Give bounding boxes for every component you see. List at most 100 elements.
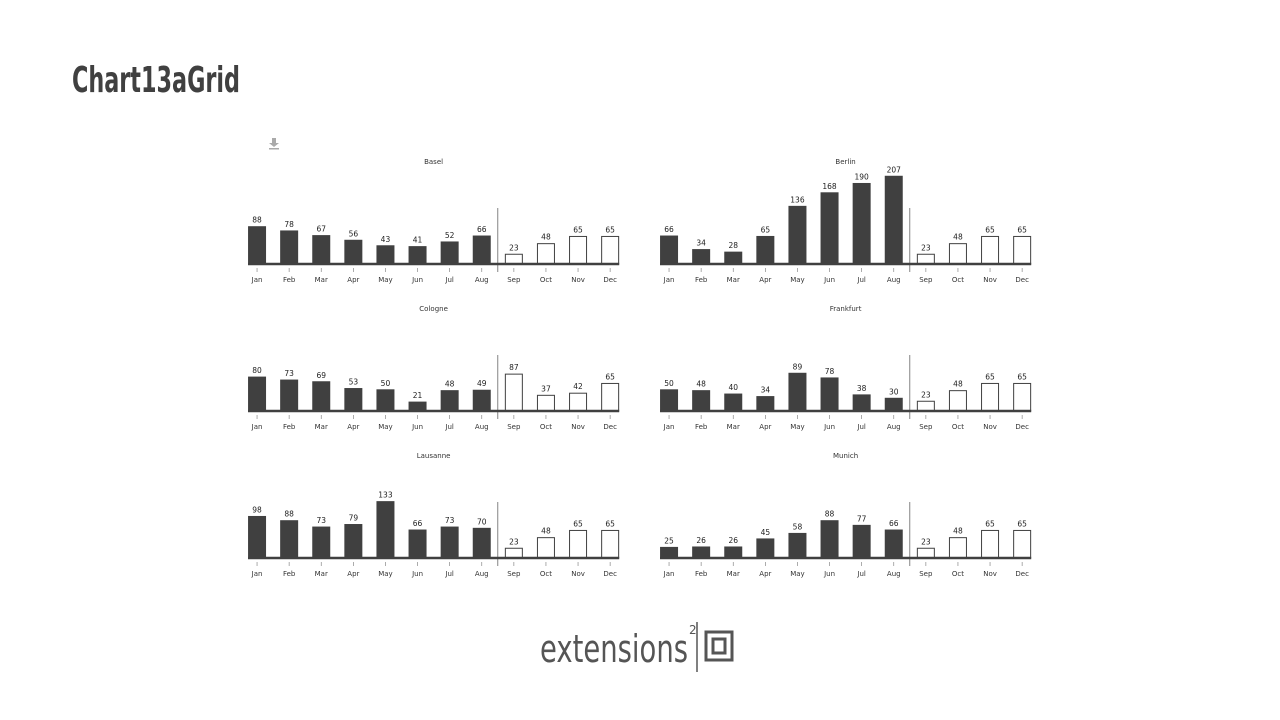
value-label: 26 [696,536,706,545]
bar [724,546,743,559]
value-label: 56 [349,229,359,238]
value-label: 65 [573,519,583,528]
bar [724,251,743,265]
bar [884,175,903,265]
bar [916,400,935,412]
bar [536,537,555,559]
value-label: 69 [316,371,326,380]
x-tick-label: Mar [727,276,740,284]
value-label: 42 [573,382,583,391]
x-tick-label: May [378,423,392,431]
value-label: 66 [477,225,487,234]
x-tick-label: Mar [315,276,328,284]
bar [601,529,620,559]
x-tick-label: Mar [315,570,328,578]
value-label: 88 [252,216,262,225]
x-tick-label: Feb [695,276,708,284]
bar [981,382,1000,412]
x-tick-label: Jun [411,570,423,578]
value-label: 65 [605,225,615,234]
x-tick-label: Sep [507,276,521,284]
x-tick-label: Dec [603,423,617,431]
value-label: 190 [854,172,869,181]
x-tick-label: Mar [727,423,740,431]
bar [408,529,427,559]
x-tick-label: Aug [887,423,901,431]
value-label: 65 [985,519,995,528]
value-label: 65 [1017,372,1027,381]
bar [981,235,1000,265]
bar [408,246,427,265]
bar [660,546,679,559]
value-label: 49 [477,379,487,388]
bar [312,235,331,265]
value-label: 87 [509,363,519,372]
chart-title: Munich [833,452,858,460]
bar [504,373,523,412]
bar [981,529,1000,559]
bar [1013,235,1032,265]
value-label: 70 [477,517,487,526]
value-label: 25 [664,536,674,545]
x-tick-label: Jun [823,423,835,431]
value-label: 88 [284,510,294,519]
x-tick-label: May [790,423,804,431]
value-label: 73 [316,516,326,525]
bar [852,182,871,265]
x-tick-label: Sep [507,570,521,578]
bar [852,394,871,412]
chart-title: Berlin [835,158,855,166]
value-label: 48 [541,233,551,242]
x-tick-label: Sep [919,423,933,431]
value-label: 48 [953,380,963,389]
value-label: 66 [664,225,674,234]
bar [376,389,395,412]
bar [248,376,267,412]
value-label: 48 [696,380,706,389]
bar [504,253,523,265]
value-label: 89 [793,362,803,371]
value-label: 78 [825,367,835,376]
bar [344,388,363,412]
bar [884,397,903,412]
bar [788,532,807,559]
x-tick-label: Nov [983,423,997,431]
bar [852,524,871,559]
value-label: 58 [793,522,803,531]
value-label: 65 [985,372,995,381]
x-tick-label: Mar [727,570,740,578]
download-icon[interactable] [269,138,279,150]
value-label: 65 [605,372,615,381]
bar [248,226,267,265]
bar [1013,529,1032,559]
bar [472,235,491,265]
x-tick-label: Feb [695,570,708,578]
bar [601,235,620,265]
bar [280,230,299,265]
bar [948,390,967,412]
x-tick-label: May [790,570,804,578]
value-label: 66 [413,519,423,528]
bar [1013,382,1032,412]
x-tick-label: Sep [919,570,933,578]
x-tick-label: Apr [347,423,359,431]
x-tick-label: Apr [759,276,771,284]
value-label: 40 [728,383,738,392]
value-label: 65 [761,225,771,234]
bar [376,245,395,265]
x-tick-label: Dec [603,276,617,284]
bar [820,192,839,265]
bar [692,249,711,265]
x-tick-label: Jan [251,423,263,431]
bar [440,390,459,412]
x-tick-label: Aug [475,423,489,431]
value-label: 23 [921,390,931,399]
x-tick-label: Aug [887,276,901,284]
x-tick-label: Jan [251,570,263,578]
bar [788,372,807,412]
value-label: 48 [953,233,963,242]
x-tick-label: Apr [759,570,771,578]
x-tick-label: May [378,570,392,578]
